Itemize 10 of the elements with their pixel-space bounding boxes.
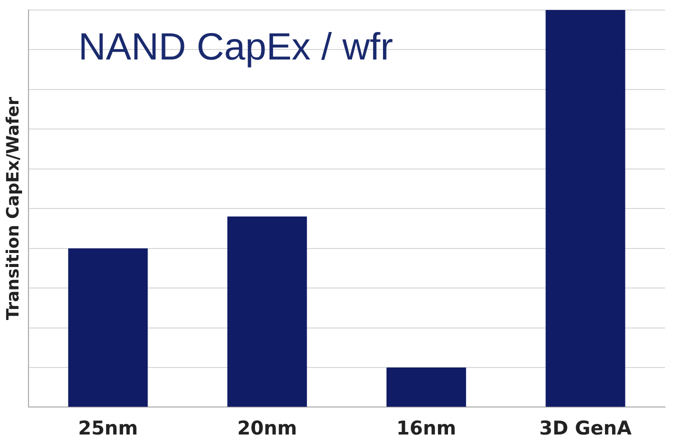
bar (546, 10, 626, 407)
bar (227, 216, 307, 407)
bar (68, 248, 148, 407)
y-axis-title: Transition CapEx/Wafer (4, 96, 24, 320)
x-tick-label: 25nm (78, 418, 138, 440)
bar (386, 367, 466, 407)
x-tick-label: 20nm (237, 418, 298, 440)
chart-title: NAND CapEx / wfr (78, 26, 394, 68)
x-tick-label: 3D GenA (539, 418, 632, 440)
x-tick-label: 16nm (396, 418, 456, 440)
